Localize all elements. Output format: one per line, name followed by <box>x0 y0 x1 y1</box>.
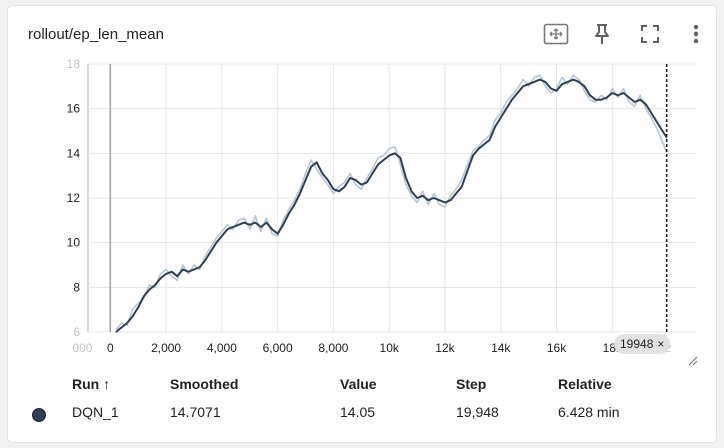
cell-run: DQN_1 <box>72 404 119 420</box>
y-tick-label: 14 <box>67 146 81 160</box>
header-relative: Relative <box>558 376 612 392</box>
resize-handle-icon[interactable] <box>688 356 698 366</box>
y-tick-label: 8 <box>73 280 80 294</box>
cell-relative: 6.428 min <box>558 404 620 420</box>
x-tick-label: 000 <box>72 341 92 355</box>
card-title: rollout/ep_len_mean <box>28 26 164 43</box>
x-tick-label: 16k <box>547 341 567 355</box>
x-tick-label: 14k <box>491 341 511 355</box>
close-icon[interactable]: × <box>657 337 665 351</box>
step-chip[interactable]: 19948 × <box>614 334 671 354</box>
header-run[interactable]: Run ↑ <box>72 376 111 392</box>
fullscreen-icon[interactable] <box>636 20 664 48</box>
y-tick-label: 16 <box>67 102 81 116</box>
y-axis: 18 16 14 12 10 8 6 <box>67 57 81 339</box>
cell-value: 14.05 <box>340 404 376 420</box>
x-tick-label: 8,000 <box>318 341 348 355</box>
more-vert-icon[interactable] <box>682 20 710 48</box>
y-tick-label: 12 <box>67 191 81 205</box>
cell-smoothed: 14.7071 <box>170 404 221 420</box>
pin-icon[interactable] <box>588 20 616 48</box>
fit-domain-icon[interactable] <box>542 20 570 48</box>
cell-step: 19,948 <box>456 404 499 420</box>
x-tick-label: 10k <box>380 341 400 355</box>
chart-grid <box>87 63 696 333</box>
y-tick-label: 6 <box>73 325 80 339</box>
x-tick-label: 2,000 <box>151 341 181 355</box>
x-tick-label: 4,000 <box>207 341 237 355</box>
header-smoothed: Smoothed <box>170 376 239 392</box>
run-color-swatch <box>32 408 46 422</box>
y-tick-label: 18 <box>67 57 81 71</box>
x-tick-label: 0 <box>107 341 114 355</box>
step-chip-label: 19948 <box>620 337 654 351</box>
scalar-card: rollout/ep_len_mean 18 16 14 12 10 8 6 000 0 2,0… <box>8 6 716 442</box>
y-tick-label: 10 <box>67 236 81 250</box>
raw-series-line <box>115 74 668 331</box>
header-value: Value <box>340 376 377 392</box>
header-step: Step <box>456 376 487 392</box>
chart-series <box>115 74 668 333</box>
x-tick-label: 12k <box>435 341 455 355</box>
smoothed-series-line <box>115 78 668 333</box>
x-tick-label: 6,000 <box>263 341 293 355</box>
card-toolbar <box>542 20 702 48</box>
